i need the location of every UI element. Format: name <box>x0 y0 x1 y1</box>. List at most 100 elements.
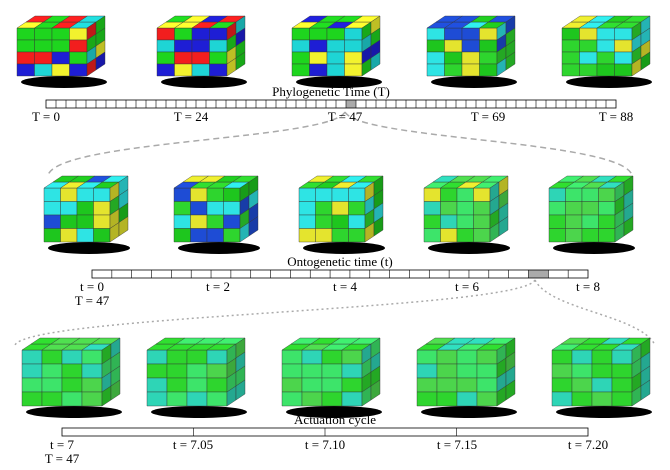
voxel <box>34 39 53 53</box>
voxel <box>341 391 363 407</box>
voxel <box>373 216 384 237</box>
voxel <box>321 349 343 365</box>
voxel <box>291 39 310 53</box>
voxel <box>456 214 474 229</box>
voxel <box>190 228 208 243</box>
voxel <box>281 349 303 365</box>
timeline-highlight <box>346 100 356 108</box>
voxel <box>370 379 381 401</box>
voxel <box>370 51 381 71</box>
voxel <box>548 228 566 243</box>
shadow <box>161 76 247 88</box>
voxel <box>436 349 458 365</box>
voxel <box>209 63 228 77</box>
voxel <box>209 39 228 53</box>
timeline-label: T = 69 <box>471 109 506 124</box>
voxel <box>186 349 208 365</box>
voxel <box>166 391 188 407</box>
voxel <box>191 63 210 77</box>
voxel <box>206 349 228 365</box>
shadow <box>178 242 260 254</box>
shadow <box>151 406 247 418</box>
voxel <box>341 349 363 365</box>
voxel <box>321 363 343 379</box>
voxel <box>298 228 316 243</box>
voxel <box>614 63 633 77</box>
voxel <box>60 201 78 216</box>
timeline-label: t = 7.15 <box>437 437 477 452</box>
voxel <box>611 391 633 407</box>
voxel <box>426 63 445 77</box>
voxel <box>611 363 633 379</box>
voxel <box>461 27 480 41</box>
voxel <box>623 216 634 237</box>
voxel <box>76 228 94 243</box>
voxel <box>473 228 491 243</box>
voxel <box>561 39 580 53</box>
voxel <box>423 187 441 202</box>
voxel <box>461 39 480 53</box>
shadow <box>421 406 517 418</box>
voxel <box>614 51 633 65</box>
voxel <box>206 201 224 216</box>
timeline-title: Ontogenetic time (t) <box>287 254 392 269</box>
voxel <box>565 201 583 216</box>
voxel <box>571 349 593 365</box>
voxel <box>93 187 111 202</box>
voxel <box>571 391 593 407</box>
voxel <box>16 27 35 41</box>
voxel <box>640 51 651 71</box>
voxel <box>291 51 310 65</box>
voxel <box>614 27 633 41</box>
timeline-label: t = 2 <box>206 279 230 294</box>
voxel <box>561 27 580 41</box>
timeline-label: T = 0 <box>32 109 60 124</box>
voxel <box>440 201 458 216</box>
voxel <box>344 39 363 53</box>
voxel <box>173 214 191 229</box>
voxel <box>118 216 129 237</box>
voxel <box>596 27 615 41</box>
voxel <box>298 214 316 229</box>
voxel <box>561 51 580 65</box>
voxel <box>315 187 333 202</box>
voxel <box>548 187 566 202</box>
voxel <box>298 201 316 216</box>
voxel <box>440 228 458 243</box>
voxel <box>156 39 175 53</box>
voxel <box>51 51 70 65</box>
voxel <box>206 228 224 243</box>
voxel <box>166 377 188 393</box>
voxel <box>581 228 599 243</box>
voxel <box>476 349 498 365</box>
timeline-label: T = 88 <box>599 109 634 124</box>
voxel <box>591 349 613 365</box>
voxel <box>61 349 83 365</box>
voxel <box>206 187 224 202</box>
voxel <box>456 201 474 216</box>
voxel <box>69 39 88 53</box>
voxel <box>591 391 613 407</box>
voxel <box>16 51 35 65</box>
voxel <box>548 201 566 216</box>
timeline-bar <box>91 269 589 279</box>
voxel <box>456 187 474 202</box>
voxel <box>473 214 491 229</box>
timeline-sublabel: T = 47 <box>45 451 80 466</box>
voxel <box>440 214 458 229</box>
voxel <box>309 39 328 53</box>
voxel <box>309 27 328 41</box>
voxel <box>321 377 343 393</box>
voxel <box>581 214 599 229</box>
voxel <box>416 377 438 393</box>
voxel <box>41 391 63 407</box>
voxel <box>186 377 208 393</box>
shadow <box>556 406 652 418</box>
voxel <box>41 377 63 393</box>
voxel <box>640 379 651 401</box>
voxel <box>21 377 43 393</box>
voxel <box>281 363 303 379</box>
voxel <box>479 63 498 77</box>
timeline-title: Actuation cycle <box>294 412 376 427</box>
